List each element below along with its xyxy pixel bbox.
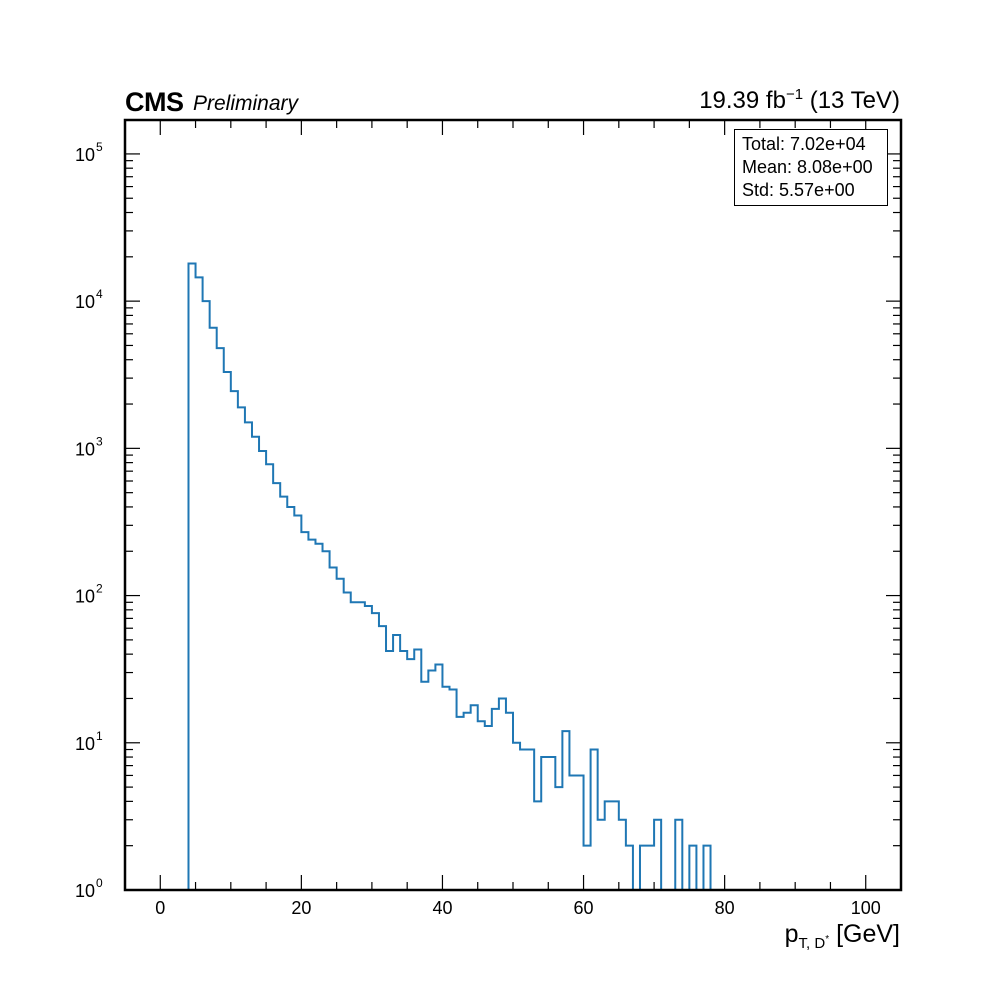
lumi-value: 19.39 fb <box>699 87 786 114</box>
y-tick-label-exponent: 0 <box>96 876 103 890</box>
x-tick-labels: 0 20 40 60 80 100 <box>155 898 880 918</box>
x-tick-label: 40 <box>432 898 452 918</box>
x-axis-label-sub: T, D <box>798 935 826 952</box>
x-tick-label: 20 <box>291 898 311 918</box>
stats-mean: Mean: 8.08e+00 <box>742 157 873 177</box>
y-tick-label-exponent: 3 <box>96 434 103 448</box>
status-label: Preliminary <box>193 92 299 115</box>
experiment-label: CMS <box>125 87 184 117</box>
histogram-step-line <box>187 262 718 891</box>
x-tick-label: 100 <box>851 898 881 918</box>
y-tick-label: 10 <box>75 734 95 754</box>
stats-std: Std: 5.57e+00 <box>742 180 855 200</box>
luminosity-label: 19.39 fb−1 (13 TeV) <box>699 86 900 115</box>
y-tick-label-exponent: 5 <box>96 140 103 154</box>
x-axis-label: pT, D* [GeV] <box>785 920 900 952</box>
x-tick-label: 60 <box>574 898 594 918</box>
plot-frame <box>123 118 903 892</box>
y-tick-label: 10 <box>75 439 95 459</box>
y-tick-label-exponent: 2 <box>96 582 103 596</box>
x-tick-label: 80 <box>715 898 735 918</box>
y-tick-label-exponent: 1 <box>96 729 103 743</box>
x-axis-label-sub-sup: * <box>825 934 830 945</box>
x-axis-label-base: p <box>784 920 799 948</box>
y-tick-label: 10 <box>75 292 95 312</box>
y-tick-label: 10 <box>75 587 95 607</box>
x-tick-label: 0 <box>155 898 165 918</box>
y-tick-label-exponent: 4 <box>96 287 103 301</box>
lumi-exponent: −1 <box>785 86 804 103</box>
axis-ticks <box>124 120 902 890</box>
x-axis-label-unit: [GeV] <box>836 920 900 948</box>
energy-label: (13 TeV) <box>809 87 900 114</box>
stats-box: Total: 7.02e+04 Mean: 8.08e+00 Std: 5.57… <box>734 129 888 206</box>
y-tick-label: 10 <box>75 881 95 901</box>
y-tick-label: 10 <box>75 145 95 165</box>
stats-total: Total: 7.02e+04 <box>742 134 866 154</box>
